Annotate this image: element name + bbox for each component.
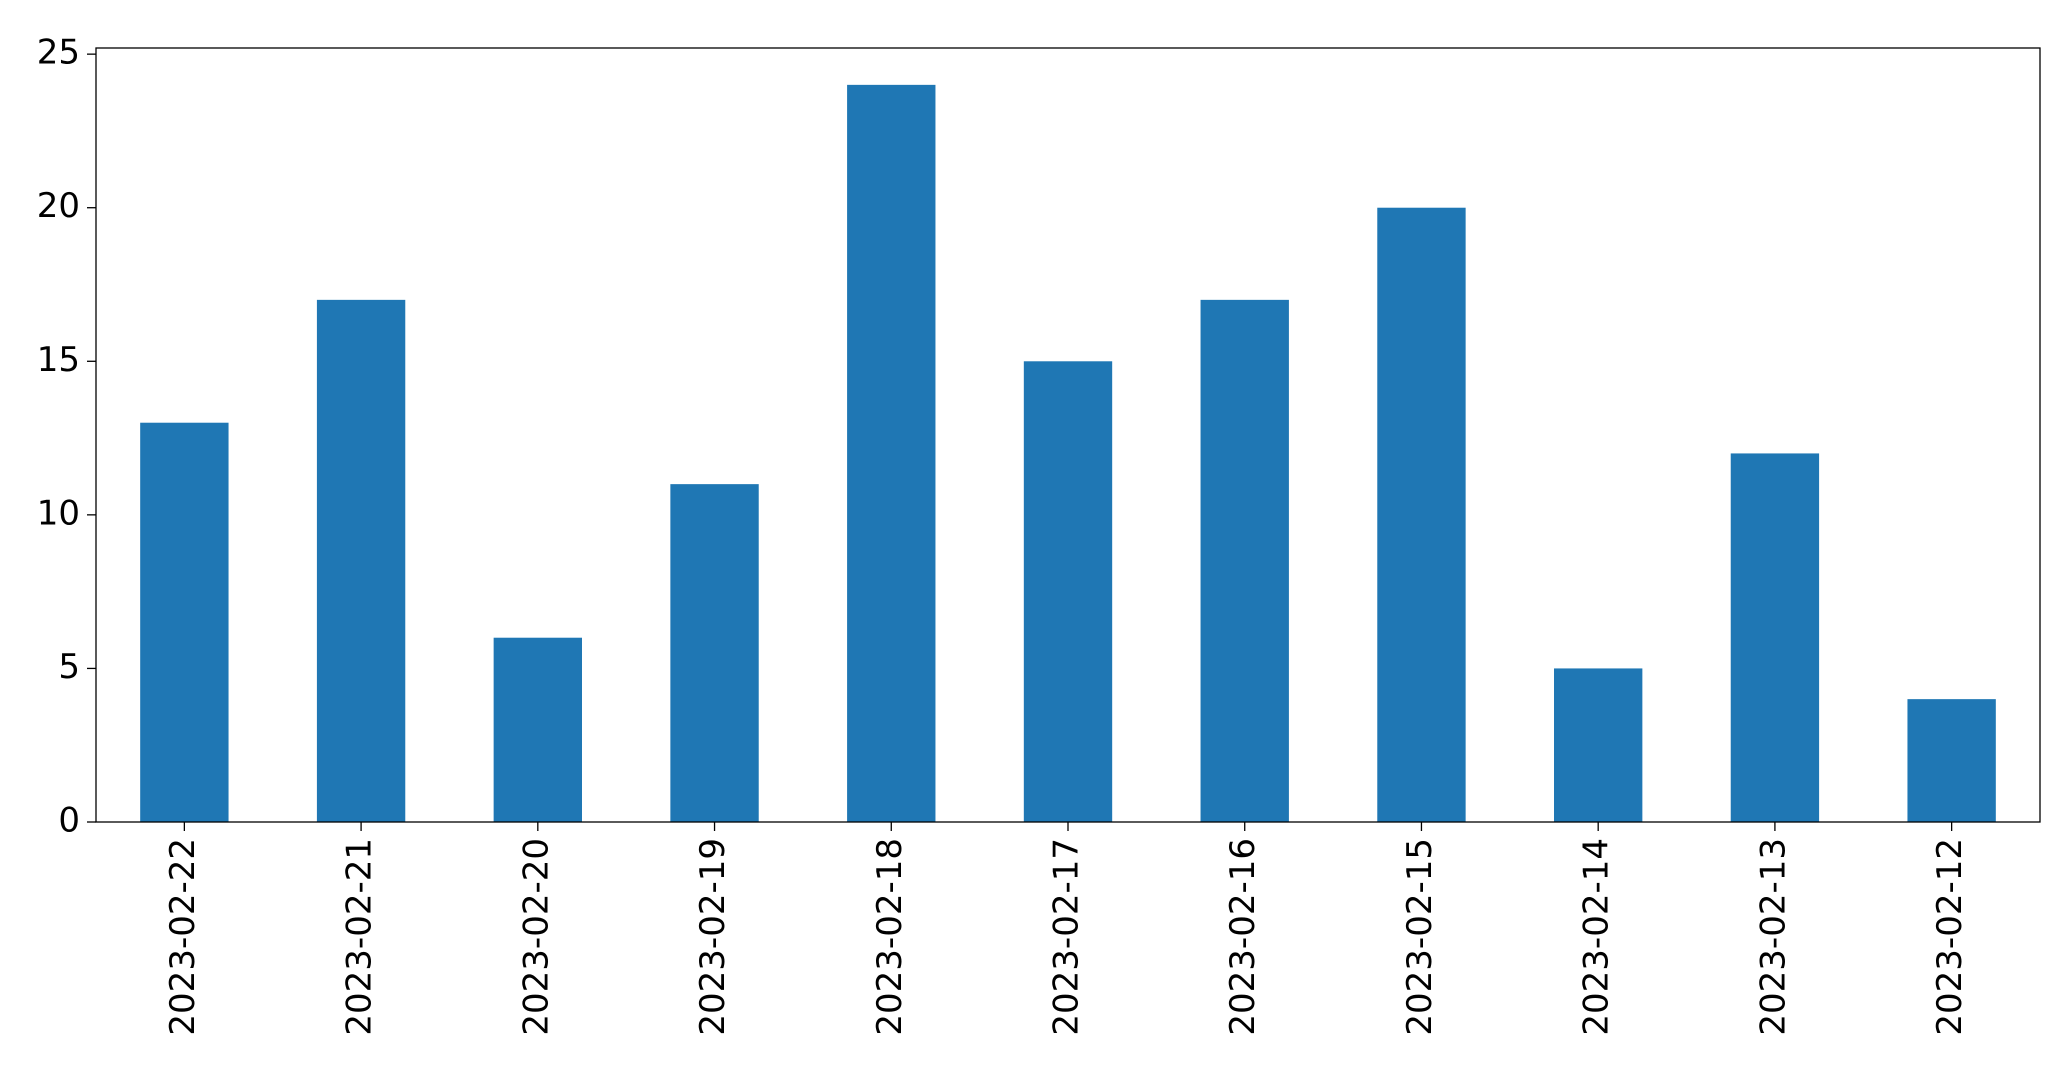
x-tick-label: 2023-02-18 (870, 838, 910, 1036)
bar (847, 84, 936, 823)
y-tick-label: 5 (58, 647, 80, 687)
bar (1200, 299, 1289, 822)
plot-frame (95, 47, 2041, 823)
bar (1554, 668, 1643, 822)
y-tick-label: 0 (58, 801, 80, 841)
x-tick-label: 2023-02-12 (1930, 838, 1970, 1036)
x-tick-label: 2023-02-14 (1577, 838, 1617, 1036)
y-tick-label: 20 (37, 186, 80, 226)
bar (1023, 361, 1113, 822)
y-tick-label: 10 (37, 493, 80, 533)
bar (493, 637, 582, 822)
bar (140, 422, 229, 822)
bar (1907, 699, 1996, 822)
x-tick-label: 2023-02-15 (1400, 838, 1440, 1036)
x-tick-label: 2023-02-20 (516, 838, 556, 1036)
x-tick-label: 2023-02-22 (163, 838, 203, 1036)
x-tick-label: 2023-02-19 (693, 838, 733, 1036)
x-tick-label: 2023-02-13 (1753, 838, 1793, 1036)
x-tick-label: 2023-02-16 (1223, 838, 1263, 1036)
x-tick-label: 2023-02-17 (1047, 838, 1087, 1036)
x-tick-label: 2023-02-21 (340, 838, 380, 1036)
bar (1730, 453, 1820, 822)
y-tick-label: 25 (37, 33, 80, 73)
y-tick-label: 15 (37, 340, 80, 380)
bar (1377, 207, 1466, 822)
bar (670, 484, 759, 822)
bar (316, 299, 406, 822)
